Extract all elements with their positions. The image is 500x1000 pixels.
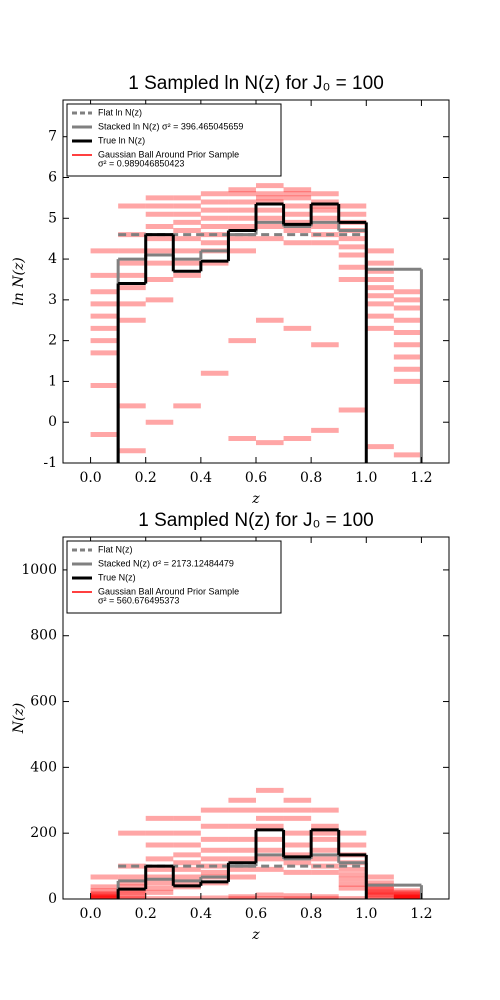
legend-label: σ² = 560.676495373 <box>98 595 179 605</box>
y-axis-label: ln N(z) <box>11 257 27 306</box>
chart-title: 1 Sampled ln N(z) for J₀ = 100 <box>128 73 384 94</box>
legend-label: Flat ln N(z) <box>98 107 142 117</box>
legend: Flat N(z) Stacked N(z) σ² = 2173.12484479… <box>66 540 282 614</box>
x-tick-label: 0.2 <box>135 906 157 922</box>
x-tick-label: 0.8 <box>300 470 322 486</box>
y-tick-label: 600 <box>30 694 57 710</box>
x-tick-label: 1.0 <box>355 470 377 486</box>
x-tick-label: 0.0 <box>79 906 101 922</box>
legend-label: Stacked ln N(z) σ² = 396.465045659 <box>98 121 243 131</box>
legend-frame <box>66 540 282 614</box>
chart-title: 1 Sampled N(z) for J₀ = 100 <box>138 510 373 531</box>
y-tick-label: 400 <box>30 759 57 775</box>
x-tick-label: 0.4 <box>190 906 212 922</box>
y-tick-label: 1000 <box>21 562 57 578</box>
y-tick-label: 0 <box>48 891 57 907</box>
legend: Flat ln N(z) Stacked ln N(z) σ² = 396.465… <box>66 103 282 177</box>
y-tick-label: 200 <box>30 825 57 841</box>
x-tick-label: 1.2 <box>410 470 432 486</box>
x-axis-label: z <box>251 491 260 507</box>
x-tick-label: 0.8 <box>300 906 322 922</box>
plot-area <box>90 183 423 463</box>
legend-label: Flat N(z) <box>98 544 133 554</box>
y-tick-label: 800 <box>30 628 57 644</box>
y-axis-label: N(z) <box>11 703 27 735</box>
legend-label: True N(z) <box>98 572 136 582</box>
x-tick-label: 1.2 <box>410 906 432 922</box>
x-tick-label: 0.6 <box>245 470 267 486</box>
x-tick-label: 0.6 <box>245 906 267 922</box>
y-tick-label: 6 <box>48 169 57 185</box>
legend-label: σ² = 0.989046850423 <box>98 158 184 168</box>
plot-area <box>90 787 423 899</box>
y-tick-label: 0 <box>48 414 57 430</box>
x-tick-label: 0.0 <box>79 470 101 486</box>
y-tick-label: 5 <box>48 210 57 226</box>
legend-frame <box>66 103 282 177</box>
legend-label: Gaussian Ball Around Prior Sample <box>98 149 239 159</box>
y-tick-label: 3 <box>48 292 57 308</box>
y-tick-label: 4 <box>48 251 57 267</box>
y-tick-label: 2 <box>48 333 57 349</box>
x-tick-label: 0.4 <box>190 470 212 486</box>
x-axis-label: z <box>251 927 260 943</box>
legend-label: Stacked N(z) σ² = 2173.12484479 <box>98 558 234 568</box>
legend-label: True ln N(z) <box>98 135 145 145</box>
x-tick-label: 0.2 <box>135 470 157 486</box>
y-tick-label: -1 <box>43 455 57 471</box>
y-tick-label: 1 <box>48 373 57 389</box>
legend-label: Gaussian Ball Around Prior Sample <box>98 586 239 596</box>
y-tick-label: 7 <box>48 129 57 145</box>
x-tick-label: 1.0 <box>355 906 377 922</box>
